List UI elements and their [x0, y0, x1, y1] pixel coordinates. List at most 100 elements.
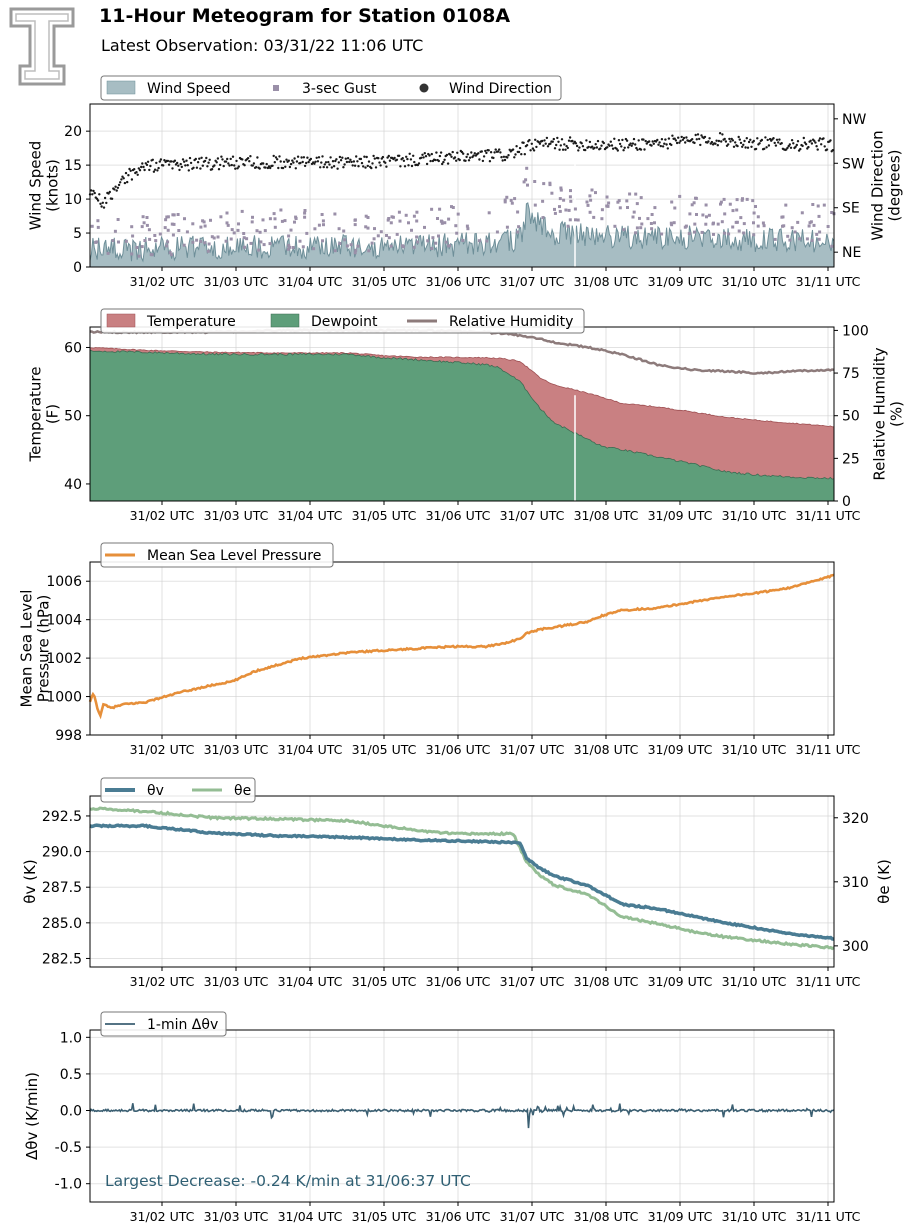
gust-point [723, 212, 727, 216]
direction-point [650, 144, 653, 147]
temperature-y2-label-text-line: Relative Humidity [871, 347, 889, 480]
theta-y2-label: θe (K) [875, 859, 893, 904]
x-tick-label: 31/11 UTC [796, 274, 861, 289]
direction-point [468, 156, 472, 159]
gust-point [163, 226, 167, 230]
direction-point [306, 156, 309, 159]
temperature-x-axis: 31/02 UTC 31/03 UTC 31/04 UTC 31/05 UTC 31/0… [130, 501, 861, 523]
gust-point [320, 213, 324, 216]
direction-point [152, 170, 156, 173]
direction-point [405, 155, 408, 158]
direction-point [790, 139, 794, 142]
gust-point [397, 210, 401, 214]
gust-point [370, 241, 374, 245]
gust-point [634, 231, 638, 235]
legend-label-temperature: Temperature [146, 314, 236, 330]
direction-point [651, 140, 654, 143]
direction-point [357, 165, 360, 168]
direction-point [481, 159, 485, 163]
direction-point [482, 155, 486, 158]
direction-point [412, 154, 415, 157]
gust-point [503, 198, 507, 202]
gust-point [145, 223, 149, 227]
gust-point [170, 222, 174, 226]
gust-point [166, 215, 170, 219]
direction-point [130, 178, 134, 181]
gust-point [692, 201, 696, 205]
direction-point [262, 162, 265, 165]
wind-y2-label-text-line: (degrees) [886, 149, 904, 221]
direction-point [443, 158, 446, 161]
gust-point [720, 220, 724, 224]
direction-point [178, 168, 181, 172]
direction-point [274, 156, 278, 159]
legend-label-gust: 3-sec Gust [302, 81, 377, 97]
gust-point [182, 243, 186, 247]
direction-point [210, 168, 214, 171]
direction-point [142, 165, 145, 169]
direction-point [301, 160, 304, 164]
direction-point [552, 137, 555, 141]
x-tick-label: 31/07 UTC [500, 508, 565, 523]
direction-point [485, 151, 488, 155]
temperature-y-label-text: Temperature(F) [27, 366, 62, 462]
direction-point [644, 139, 647, 143]
gust-point [199, 225, 203, 229]
x-tick-label: 31/11 UTC [796, 1209, 861, 1224]
gust-point [690, 203, 694, 207]
gust-point [510, 201, 514, 205]
direction-point [338, 155, 342, 159]
temperature-y-label-text-line: (F) [44, 404, 62, 424]
y-tick-label: 5 [73, 226, 82, 242]
y2-tick-label: NW [842, 112, 866, 128]
gust-point [704, 203, 708, 207]
pressure-frame [89, 561, 835, 736]
x-tick-label: 31/06 UTC [426, 1209, 491, 1224]
y2-tick-label: SE [842, 201, 860, 217]
direction-point [171, 167, 174, 170]
direction-point [373, 157, 376, 160]
direction-point [314, 160, 317, 163]
gust-point [294, 217, 298, 220]
direction-point [747, 140, 751, 144]
y2-tick-label: 0 [842, 494, 851, 510]
direction-point [364, 166, 367, 169]
direction-point [658, 141, 661, 144]
direction-point [320, 161, 323, 164]
gust-point [653, 206, 657, 210]
direction-point [831, 149, 834, 152]
direction-point [201, 164, 204, 167]
gust-point [586, 203, 590, 207]
gust-point [245, 237, 249, 241]
direction-point [543, 139, 546, 142]
gust-point [137, 254, 141, 258]
direction-point [407, 164, 410, 167]
gust-point [389, 244, 393, 248]
gust-point [293, 220, 296, 224]
gust-point [415, 235, 419, 239]
gust-point [364, 225, 368, 229]
y-tick-label: 1.0 [60, 1030, 82, 1046]
gust-point [153, 234, 157, 237]
gust-point [574, 218, 577, 222]
gust-point [477, 239, 481, 243]
pressure-legend: Mean Sea Level Pressure [100, 542, 334, 568]
temperature-legend: Temperature Dewpoint Relative Humidity [100, 308, 585, 334]
x-tick-label: 31/04 UTC [278, 742, 343, 757]
direction-point [234, 167, 237, 170]
direction-point [502, 155, 506, 158]
temperature-y2-label: Relative Humidity(%) [871, 347, 906, 480]
direction-point [814, 141, 817, 144]
direction-point [249, 155, 252, 158]
direction-point [332, 165, 336, 168]
gust-point [135, 246, 139, 249]
gust-point [618, 206, 622, 210]
direction-point [103, 196, 107, 200]
gust-point [343, 238, 347, 242]
direction-point [652, 142, 655, 145]
y-tick-label: 60 [64, 340, 82, 356]
direction-point [241, 158, 244, 161]
theta-v-line [89, 823, 835, 941]
direction-point [445, 153, 449, 157]
gust-points [90, 166, 836, 258]
